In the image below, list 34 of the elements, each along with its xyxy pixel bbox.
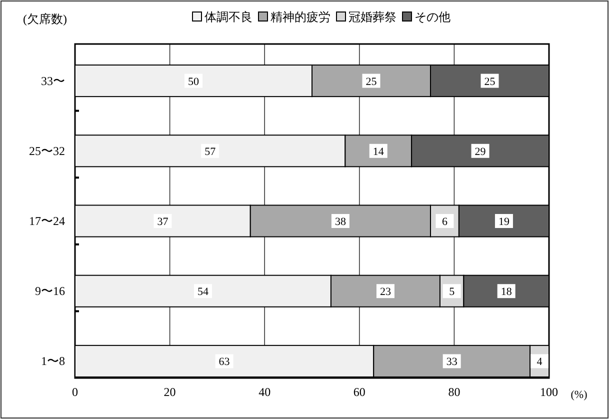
legend-label: 体調不良 — [204, 10, 252, 24]
data-label: 33 — [446, 356, 458, 368]
data-label: 14 — [372, 146, 384, 158]
data-label: 25 — [484, 76, 496, 88]
x-tick-label: 20 — [164, 385, 176, 399]
data-label: 5 — [449, 286, 456, 298]
data-label: 18 — [500, 286, 512, 298]
y-tick-label: 9〜16 — [35, 284, 65, 298]
x-tick-label: 40 — [258, 385, 271, 399]
data-label: 54 — [197, 286, 209, 298]
x-tick-label: 0 — [72, 385, 78, 399]
legend-label: 精神的疲労 — [270, 10, 330, 24]
y-tick-label: 1〜8 — [41, 354, 65, 368]
x-axis-title: (%) — [570, 389, 588, 401]
x-tick-label: 60 — [353, 385, 366, 399]
y-tick-label: 25〜32 — [29, 144, 65, 158]
y-tick-label: 17〜24 — [29, 214, 65, 228]
legend-label: 冠婚葬祭 — [348, 10, 396, 24]
data-label: 19 — [498, 216, 510, 228]
data-label: 57 — [204, 146, 216, 158]
data-label: 6 — [442, 216, 448, 228]
data-label: 38 — [334, 216, 346, 228]
data-label: 25 — [366, 76, 378, 88]
legend-label: その他 — [414, 10, 450, 24]
y-axis-title: (欠席数) — [23, 12, 67, 26]
data-label: 50 — [188, 76, 200, 88]
data-label: 63 — [218, 356, 230, 368]
x-tick-label: 80 — [448, 385, 460, 399]
data-label: 4 — [536, 356, 543, 368]
x-tick-label: 100 — [540, 385, 558, 399]
data-label: 23 — [380, 286, 392, 298]
data-label: 29 — [474, 146, 486, 158]
y-tick-label: 33〜 — [41, 74, 65, 88]
data-label: 37 — [157, 216, 169, 228]
